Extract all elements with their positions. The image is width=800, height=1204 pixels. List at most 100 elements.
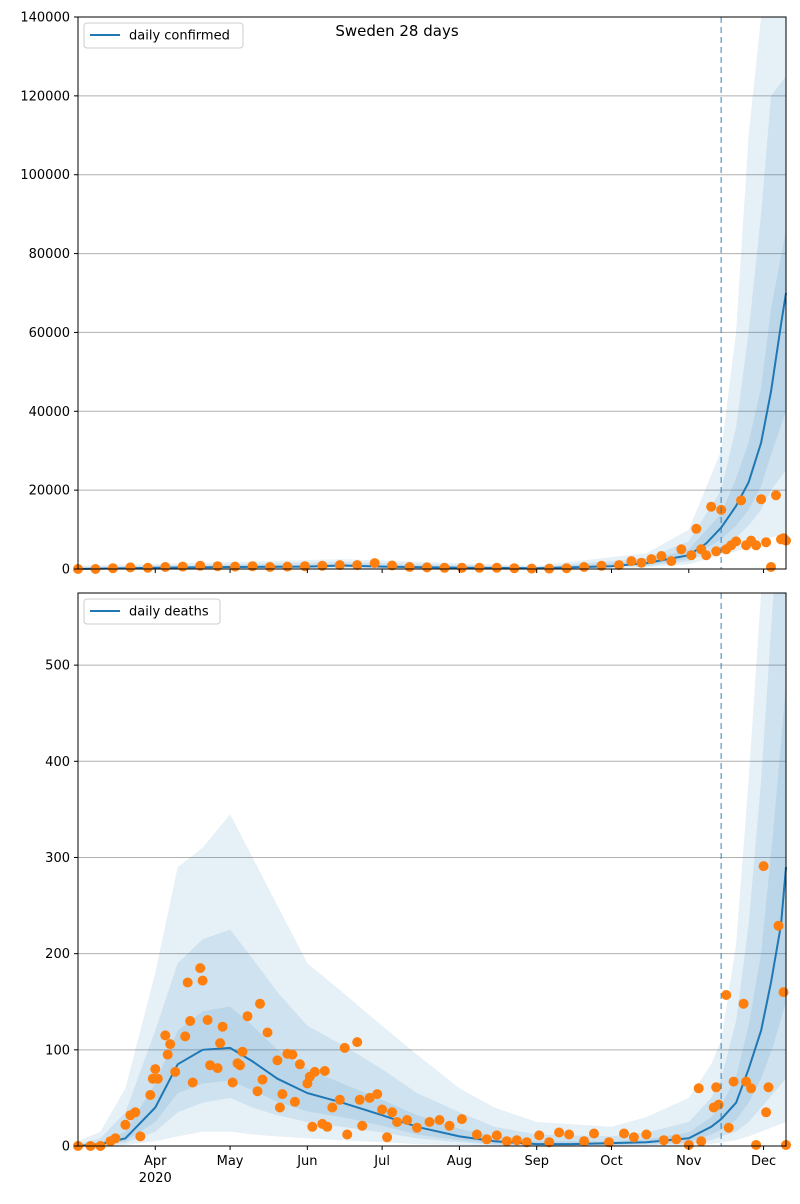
observed-point xyxy=(294,1059,305,1070)
observed-point xyxy=(564,1129,575,1140)
observed-point xyxy=(471,1129,482,1140)
observed-point xyxy=(170,1066,181,1077)
observed-point xyxy=(544,1137,555,1148)
observed-point xyxy=(619,1128,629,1139)
observed-point xyxy=(215,1038,226,1049)
x-tick-label: Jun xyxy=(296,1154,317,1169)
bottom-axes-frame xyxy=(77,592,787,1147)
observed-point xyxy=(282,561,293,572)
y-tick-label: 0 xyxy=(62,1140,70,1155)
observed-point xyxy=(723,1122,734,1133)
observed-point xyxy=(641,1129,652,1140)
observed-point xyxy=(758,861,769,872)
top-legend: daily confirmed xyxy=(83,22,244,49)
panel-daily-deaths: 0 100 200 300 400 500 Apr 2020 May Jun Jul Aug Sep O… xyxy=(45,592,791,1186)
observed-point xyxy=(614,560,624,571)
observed-point xyxy=(763,1082,774,1093)
observed-point xyxy=(125,562,136,573)
x-tick-label: Oct xyxy=(600,1154,622,1169)
observed-point xyxy=(180,1031,191,1042)
observed-point xyxy=(693,1083,704,1094)
observed-point xyxy=(778,987,789,998)
observed-point xyxy=(721,990,732,1000)
observed-point xyxy=(319,1066,330,1076)
x-tick-label: Nov xyxy=(676,1154,702,1169)
observed-point xyxy=(751,540,762,551)
top-legend-box xyxy=(83,22,244,49)
observed-point xyxy=(237,1046,248,1057)
bottom-legend-box xyxy=(83,598,221,625)
y-tick-label: 80000 xyxy=(29,247,70,262)
observed-point xyxy=(761,537,772,548)
observed-point xyxy=(357,1120,368,1131)
observed-point xyxy=(195,560,206,571)
observed-point xyxy=(364,1092,375,1103)
observed-point xyxy=(262,1027,273,1038)
observed-point xyxy=(491,562,502,573)
observed-point xyxy=(392,1117,403,1127)
bottom-legend-label: daily deaths xyxy=(129,605,209,620)
y-tick-label: 120000 xyxy=(20,89,70,104)
observed-point xyxy=(165,1039,176,1050)
bottom-x-axis-ticks: Apr 2020 May Jun Jul Aug Sep Oct Nov Dec xyxy=(139,1146,776,1186)
observed-point xyxy=(658,1135,669,1146)
interval-band-2 xyxy=(78,593,786,1146)
observed-point xyxy=(352,560,363,571)
observed-point xyxy=(628,1132,639,1143)
y-tick-label: 500 xyxy=(45,659,70,674)
observed-point xyxy=(322,1121,333,1132)
observed-point xyxy=(242,1011,253,1022)
observed-point xyxy=(604,1137,614,1148)
observed-point xyxy=(317,560,328,571)
observed-point xyxy=(327,1102,338,1113)
x-tick-label: Dec xyxy=(751,1154,776,1169)
observed-point xyxy=(646,554,657,565)
observed-point xyxy=(766,562,776,572)
observed-point xyxy=(713,1099,724,1110)
interval-band-3 xyxy=(78,684,786,1146)
y-tick-label: 100000 xyxy=(20,168,70,183)
top-x-axis-ticks xyxy=(154,569,765,573)
observed-point xyxy=(579,562,590,572)
top-y-axis-ticks: 0 20000 40000 60000 80000 100000 120000 140000 xyxy=(20,11,78,578)
observed-point xyxy=(377,1104,388,1115)
observed-point xyxy=(309,1066,320,1077)
observed-point xyxy=(205,1060,216,1071)
observed-point xyxy=(182,977,193,988)
interval-band-1 xyxy=(78,593,786,1146)
observed-point xyxy=(382,1132,393,1143)
observed-point xyxy=(474,562,485,573)
observed-point xyxy=(434,1115,445,1125)
observed-point xyxy=(287,1049,298,1060)
observed-point xyxy=(731,536,742,547)
observed-point xyxy=(235,1060,245,1071)
observed-point xyxy=(334,560,345,571)
observed-point xyxy=(265,562,275,572)
observed-point xyxy=(195,963,206,974)
observed-point xyxy=(412,1122,422,1133)
observed-point xyxy=(289,1096,300,1107)
observed-point xyxy=(402,1115,413,1125)
observed-point xyxy=(142,562,153,573)
observed-point xyxy=(150,1064,161,1075)
observed-point xyxy=(424,1117,435,1127)
y-tick-label: 100 xyxy=(45,1043,70,1058)
observed-point xyxy=(444,1120,455,1131)
observed-point xyxy=(162,1049,173,1060)
observed-point xyxy=(686,550,697,561)
top-legend-label: daily confirmed xyxy=(129,29,230,44)
observed-point xyxy=(120,1119,131,1130)
observed-point xyxy=(185,1016,196,1026)
observed-point xyxy=(272,1055,283,1066)
observed-point xyxy=(671,1134,682,1145)
y-tick-label: 400 xyxy=(45,755,70,770)
observed-point xyxy=(177,561,188,572)
observed-point xyxy=(589,1128,599,1139)
x-tick-sublabel: 2020 xyxy=(139,1171,172,1186)
observed-point xyxy=(135,1131,146,1142)
observed-point xyxy=(554,1127,565,1138)
observed-point xyxy=(683,1140,694,1150)
observed-point xyxy=(773,920,784,931)
observed-point xyxy=(701,550,712,561)
